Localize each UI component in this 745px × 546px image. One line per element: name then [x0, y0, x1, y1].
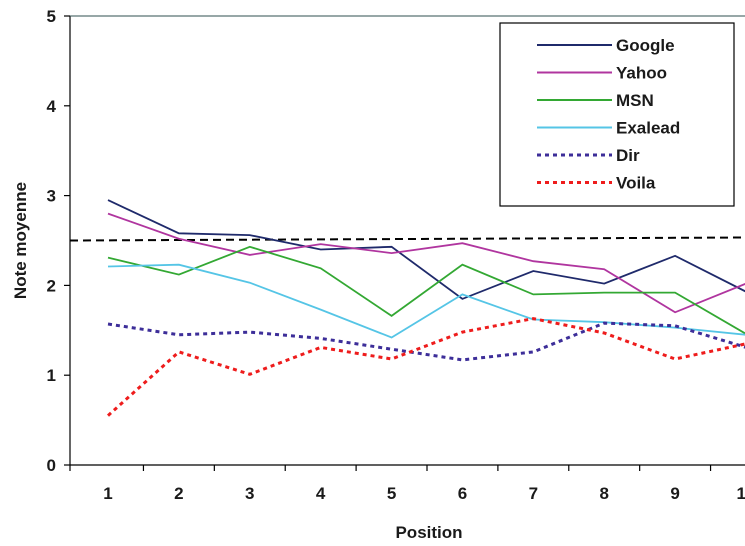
- y-axis-title: Note moyenne: [11, 182, 30, 299]
- x-tick-label: 1: [103, 484, 112, 503]
- legend-label-yahoo: Yahoo: [616, 64, 667, 83]
- x-tick-label: 8: [599, 484, 608, 503]
- legend-label-exalead: Exalead: [616, 119, 680, 138]
- x-tick-label: 3: [245, 484, 254, 503]
- y-tick-label: 4: [47, 97, 57, 116]
- x-tick-label: 4: [316, 484, 326, 503]
- y-tick-label: 1: [47, 366, 56, 385]
- legend-box: [499, 22, 735, 207]
- y-tick-label: 0: [47, 456, 56, 475]
- legend-label-dir: Dir: [616, 146, 640, 165]
- series-line-dir: [107, 321, 745, 362]
- series-line-yahoo: [107, 212, 745, 314]
- legend-label-voila: Voila: [616, 174, 656, 193]
- x-axis-title: Position: [395, 523, 462, 542]
- x-tick-label: 5: [387, 484, 396, 503]
- x-tick-label: 2: [174, 484, 183, 503]
- series-line-exalead: [107, 263, 745, 339]
- x-tick-label: 7: [529, 484, 538, 503]
- x-tick-label: 10: [737, 484, 745, 503]
- legend: Google Yahoo MSN Exalead Dir Voila: [499, 22, 735, 207]
- series-line-msn: [107, 245, 745, 335]
- chart-series: [106, 199, 745, 417]
- x-tick-label: 6: [458, 484, 467, 503]
- y-tick-label: 3: [47, 187, 56, 206]
- y-tick-label: 2: [47, 276, 56, 295]
- series-line-voila: [106, 317, 745, 417]
- legend-label-msn: MSN: [616, 91, 654, 110]
- series-line-google: [107, 199, 745, 300]
- chart-axes: 0 1 2 3 4 5 1 2 3 4 5 6 7 8 9 10: [47, 7, 745, 503]
- legend-label-google: Google: [616, 36, 675, 55]
- y-tick-label: 5: [47, 7, 56, 26]
- reference-line: [69, 236, 745, 242]
- x-tick-label: 9: [670, 484, 679, 503]
